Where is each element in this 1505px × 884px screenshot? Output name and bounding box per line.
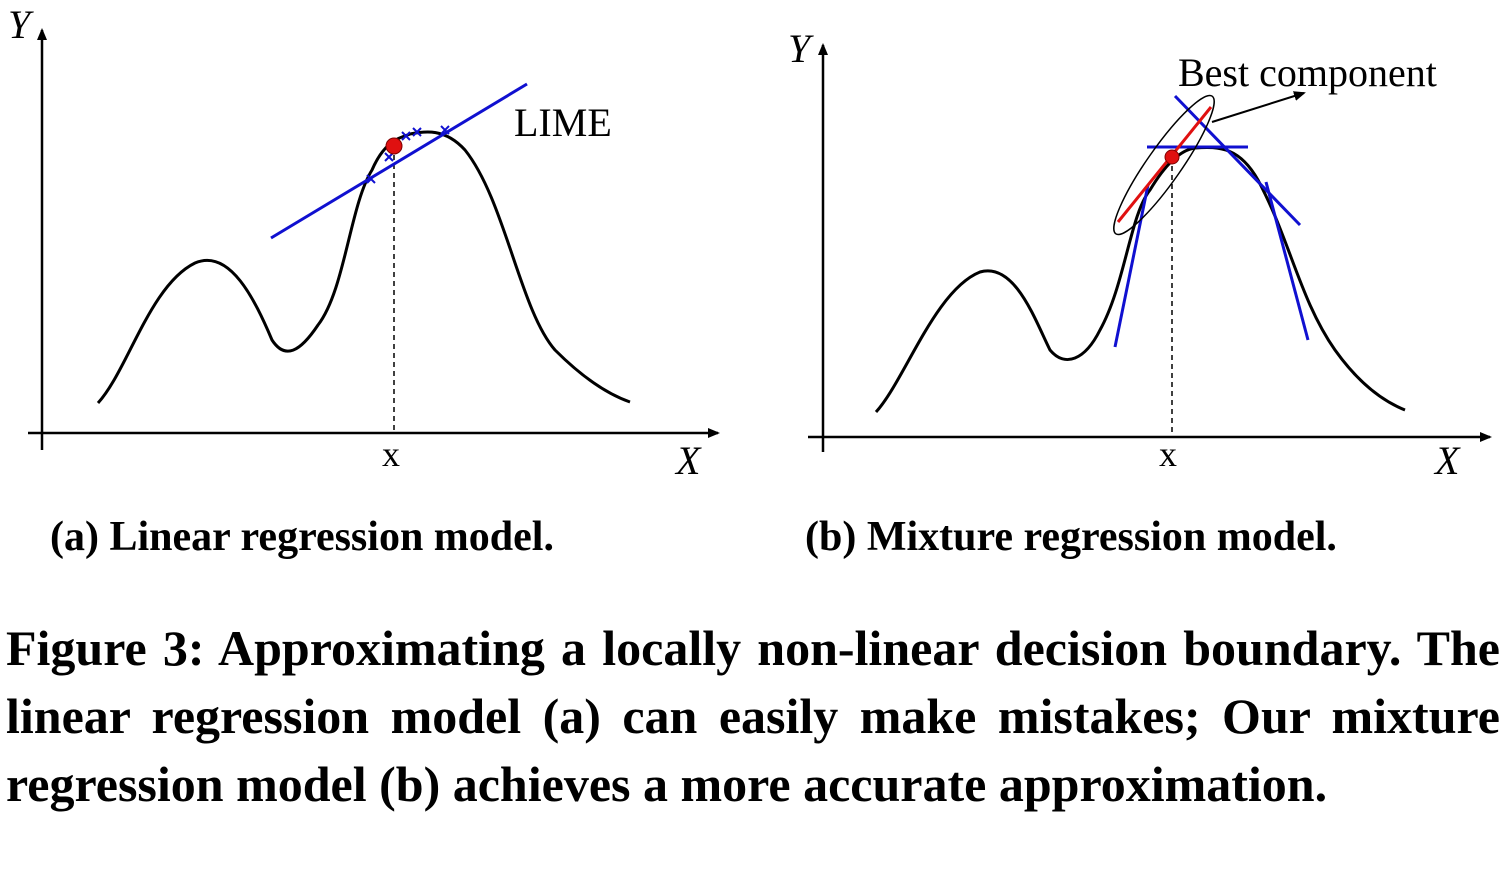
panel-a-lime-label: LIME: [514, 100, 612, 145]
panel-a-decision-curve: [96, 130, 631, 405]
panel-b-fit-diagonal: [1173, 94, 1302, 227]
panel-b-decision-curve: [874, 145, 1406, 414]
figure: Y X x LIME Y X x: [8, 2, 1492, 483]
panel-b-best-component-line: [1116, 106, 1213, 223]
panel-b: Y X x Best component: [788, 26, 1492, 483]
figure-caption: Figure 3: Approximating a locally non-li…: [6, 620, 1500, 812]
panel-b-annotation-arrow: [1211, 91, 1306, 123]
subcaption-a: (a) Linear regression model.: [50, 514, 554, 560]
panel-b-x-tick-label: x: [1159, 434, 1177, 474]
panel-b-x-axis-label: X: [1433, 438, 1461, 483]
panel-b-fit-right: [1264, 181, 1310, 341]
panel-b-best-component-ellipse: [1113, 94, 1215, 236]
panel-a-sample-marks: [366, 125, 450, 184]
panel-a-query-point: [385, 137, 403, 155]
panel-a-x-axis-label: X: [674, 438, 702, 483]
panel-b-query-point: [1164, 149, 1180, 165]
panel-a-axes: [28, 28, 720, 450]
panel-b-local-fit-lines: [1113, 94, 1310, 348]
panel-a: Y X x LIME: [8, 2, 720, 483]
panel-b-axes: [808, 43, 1492, 452]
panel-a-lime-fit-line: [270, 82, 528, 240]
panel-b-y-axis-label: Y: [788, 26, 814, 71]
panel-a-x-tick-label: x: [382, 434, 400, 474]
subcaption-b: (b) Mixture regression model.: [805, 514, 1337, 560]
panel-b-fit-left: [1113, 184, 1150, 348]
panel-b-best-component-label: Best component: [1178, 50, 1437, 95]
panel-a-y-axis-label: Y: [8, 2, 34, 47]
